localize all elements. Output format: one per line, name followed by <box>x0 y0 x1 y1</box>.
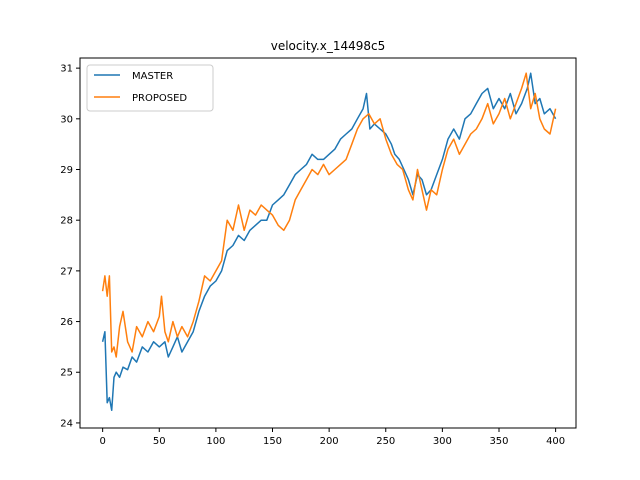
x-tick-label: 300 <box>433 436 452 447</box>
axes-layer: 0 50 100 150 200 250 300 350 400 24 25 26 27 28 29 30 31 <box>60 64 565 447</box>
y-tick-label: 27 <box>60 266 73 277</box>
plot-layer <box>101 72 557 412</box>
legend-box <box>86 64 214 112</box>
x-tick-label: 150 <box>263 436 282 447</box>
legend-label-master: MASTER <box>132 71 173 82</box>
x-tick-label: 400 <box>546 436 565 447</box>
series-line-proposed <box>101 72 557 358</box>
y-tick-label: 30 <box>60 114 73 125</box>
series-line-master <box>101 72 557 412</box>
legend: MASTER PROPOSED <box>86 64 214 112</box>
plot-frame <box>79 57 577 429</box>
x-tick-label: 0 <box>99 436 105 447</box>
x-tick-label: 100 <box>206 436 225 447</box>
chart-title: velocity.x_14498c5 <box>271 39 386 53</box>
y-tick-label: 28 <box>60 216 73 227</box>
x-tick-label: 200 <box>320 436 339 447</box>
x-tick-label: 50 <box>153 436 166 447</box>
y-tick-label: 26 <box>60 317 73 328</box>
y-tick-label: 31 <box>60 64 73 75</box>
y-tick-label: 29 <box>60 165 73 176</box>
y-tick-label: 25 <box>60 368 73 379</box>
y-tick-label: 24 <box>60 418 73 429</box>
legend-label-proposed: PROPOSED <box>132 93 187 104</box>
x-tick-label: 350 <box>489 436 508 447</box>
x-tick-label: 250 <box>376 436 395 447</box>
